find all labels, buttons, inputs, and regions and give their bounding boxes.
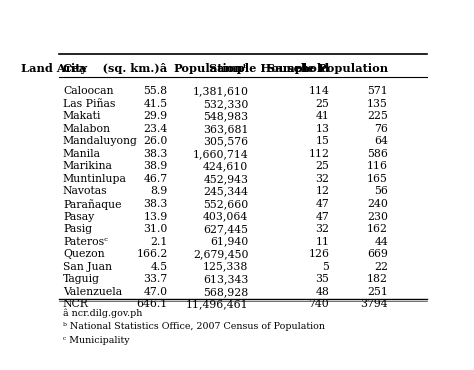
- Text: Taguig: Taguig: [63, 274, 100, 284]
- Text: 15: 15: [315, 136, 329, 146]
- Text: 64: 64: [374, 136, 388, 146]
- Text: 552,660: 552,660: [203, 199, 248, 209]
- Text: 125,338: 125,338: [203, 262, 248, 272]
- Text: Sample Population: Sample Population: [267, 63, 388, 74]
- Text: 240: 240: [367, 199, 388, 209]
- Text: 22: 22: [374, 262, 388, 272]
- Text: 46.7: 46.7: [144, 174, 168, 184]
- Text: 29.9: 29.9: [144, 111, 168, 121]
- Text: 568,928: 568,928: [203, 287, 248, 297]
- Text: Parañaque: Parañaque: [63, 199, 121, 210]
- Text: 25: 25: [315, 161, 329, 171]
- Text: Mandaluyong: Mandaluyong: [63, 136, 138, 146]
- Text: Malabon: Malabon: [63, 124, 111, 134]
- Text: 586: 586: [367, 149, 388, 159]
- Text: 230: 230: [367, 212, 388, 222]
- Text: 11: 11: [315, 237, 329, 247]
- Text: 38.3: 38.3: [143, 149, 168, 159]
- Text: Sample Household: Sample Household: [209, 63, 329, 74]
- Text: 363,681: 363,681: [203, 124, 248, 134]
- Text: Pasay: Pasay: [63, 212, 94, 222]
- Text: 13.9: 13.9: [143, 212, 168, 222]
- Text: Muntinlupa: Muntinlupa: [63, 174, 127, 184]
- Text: Quezon: Quezon: [63, 249, 105, 259]
- Text: 26.0: 26.0: [143, 136, 168, 146]
- Text: 548,983: 548,983: [203, 111, 248, 121]
- Text: 33.7: 33.7: [143, 274, 168, 284]
- Text: Caloocan: Caloocan: [63, 86, 113, 96]
- Text: 47: 47: [316, 212, 329, 222]
- Text: 38.9: 38.9: [143, 161, 168, 171]
- Text: Pasig: Pasig: [63, 224, 92, 234]
- Text: 424,610: 424,610: [203, 161, 248, 171]
- Text: 61,940: 61,940: [210, 237, 248, 247]
- Text: 1,660,714: 1,660,714: [193, 149, 248, 159]
- Text: 55.8: 55.8: [144, 86, 168, 96]
- Text: Marikina: Marikina: [63, 161, 113, 171]
- Text: 613,343: 613,343: [203, 274, 248, 284]
- Text: 23.4: 23.4: [143, 124, 168, 134]
- Text: 47.0: 47.0: [144, 287, 168, 297]
- Text: ᵇ National Statistics Office, 2007 Census of Population: ᵇ National Statistics Office, 2007 Censu…: [63, 323, 325, 332]
- Text: 135: 135: [367, 99, 388, 109]
- Text: 13: 13: [315, 124, 329, 134]
- Text: 165: 165: [367, 174, 388, 184]
- Text: 627,445: 627,445: [203, 224, 248, 234]
- Text: City: City: [63, 63, 88, 74]
- Text: 305,576: 305,576: [203, 136, 248, 146]
- Text: 2.1: 2.1: [150, 237, 168, 247]
- Text: 112: 112: [308, 149, 329, 159]
- Text: 114: 114: [309, 86, 329, 96]
- Text: 35: 35: [315, 274, 329, 284]
- Text: 182: 182: [367, 274, 388, 284]
- Text: 56: 56: [374, 186, 388, 196]
- Text: Valenzuela: Valenzuela: [63, 287, 122, 297]
- Text: Land Area    (sq. km.)â: Land Area (sq. km.)â: [21, 63, 168, 74]
- Text: NCR: NCR: [63, 299, 89, 309]
- Text: 166.2: 166.2: [136, 249, 168, 259]
- Text: 532,330: 532,330: [203, 99, 248, 109]
- Text: 126: 126: [308, 249, 329, 259]
- Text: 251: 251: [367, 287, 388, 297]
- Text: 32: 32: [315, 174, 329, 184]
- Text: Manila: Manila: [63, 149, 101, 159]
- Text: 669: 669: [367, 249, 388, 259]
- Text: 44: 44: [374, 237, 388, 247]
- Text: 646.1: 646.1: [137, 299, 168, 309]
- Text: 12: 12: [315, 186, 329, 196]
- Text: â ncr.dilg.gov.ph: â ncr.dilg.gov.ph: [63, 309, 142, 318]
- Text: Paterosᶜ: Paterosᶜ: [63, 237, 108, 247]
- Text: 3794: 3794: [360, 299, 388, 309]
- Text: 452,943: 452,943: [203, 174, 248, 184]
- Text: 2,679,450: 2,679,450: [193, 249, 248, 259]
- Text: 11,496,461: 11,496,461: [186, 299, 248, 309]
- Text: Makati: Makati: [63, 111, 101, 121]
- Text: 740: 740: [309, 299, 329, 309]
- Text: 245,344: 245,344: [203, 186, 248, 196]
- Text: 47: 47: [316, 199, 329, 209]
- Text: Navotas: Navotas: [63, 186, 108, 196]
- Text: 48: 48: [315, 287, 329, 297]
- Text: 1,381,610: 1,381,610: [192, 86, 248, 96]
- Text: 5: 5: [322, 262, 329, 272]
- Text: 403,064: 403,064: [203, 212, 248, 222]
- Text: 31.0: 31.0: [143, 224, 168, 234]
- Text: 32: 32: [315, 224, 329, 234]
- Text: 162: 162: [367, 224, 388, 234]
- Text: 76: 76: [374, 124, 388, 134]
- Text: 571: 571: [367, 86, 388, 96]
- Text: Populationᵇ: Populationᵇ: [173, 63, 248, 74]
- Text: 25: 25: [315, 99, 329, 109]
- Text: 4.5: 4.5: [150, 262, 168, 272]
- Text: ᶜ Municipality: ᶜ Municipality: [63, 336, 129, 345]
- Text: 116: 116: [367, 161, 388, 171]
- Text: 38.3: 38.3: [143, 199, 168, 209]
- Text: Las Piñas: Las Piñas: [63, 99, 115, 109]
- Text: 41: 41: [315, 111, 329, 121]
- Text: 8.9: 8.9: [150, 186, 168, 196]
- Text: San Juan: San Juan: [63, 262, 112, 272]
- Text: 225: 225: [367, 111, 388, 121]
- Text: 41.5: 41.5: [144, 99, 168, 109]
